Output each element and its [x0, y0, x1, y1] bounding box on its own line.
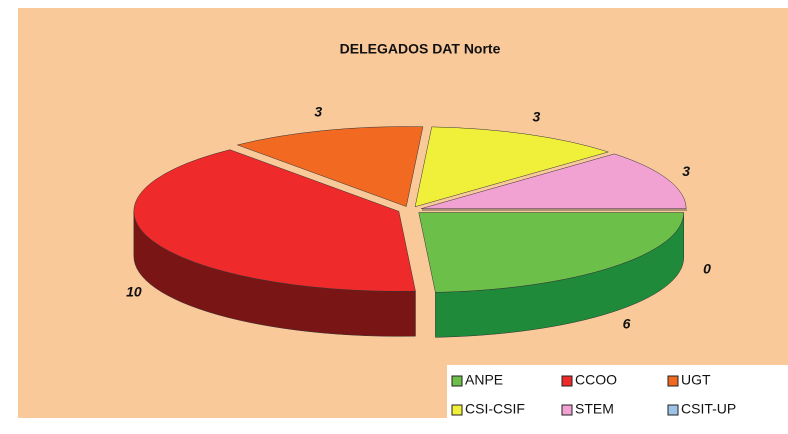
legend-label: CSI-CSIF — [465, 401, 525, 417]
legend-swatch — [451, 375, 463, 387]
data-label: 3 — [533, 108, 541, 124]
legend-label: UGT — [681, 372, 711, 388]
data-label: 6 — [623, 316, 631, 332]
data-label: 3 — [682, 163, 690, 179]
data-label: 0 — [703, 261, 711, 277]
slice — [421, 153, 687, 209]
data-labels: 6 10 3 3 3 0 — [126, 104, 711, 332]
legend-swatch — [667, 375, 679, 387]
legend-swatch — [561, 375, 573, 387]
legend-swatch — [667, 404, 679, 416]
slice — [133, 149, 416, 292]
slice — [414, 126, 610, 208]
data-label: 3 — [314, 104, 322, 120]
legend-swatch — [561, 404, 573, 416]
pie-tops — [133, 126, 687, 293]
slice — [236, 126, 424, 207]
legend-label: ANPE — [465, 372, 503, 388]
legend-swatch — [451, 404, 463, 416]
legend: ANPE CCOO UGT CSI-CSIF STEM CSIT-UP — [447, 365, 788, 431]
chart-title: DELEGADOS DAT Norte — [340, 41, 501, 57]
legend-box — [447, 365, 788, 431]
legend-label: CCOO — [575, 372, 617, 388]
legend-label: STEM — [575, 401, 614, 417]
legend-label: CSIT-UP — [681, 401, 736, 417]
slice — [418, 212, 684, 293]
data-label: 10 — [126, 283, 142, 299]
